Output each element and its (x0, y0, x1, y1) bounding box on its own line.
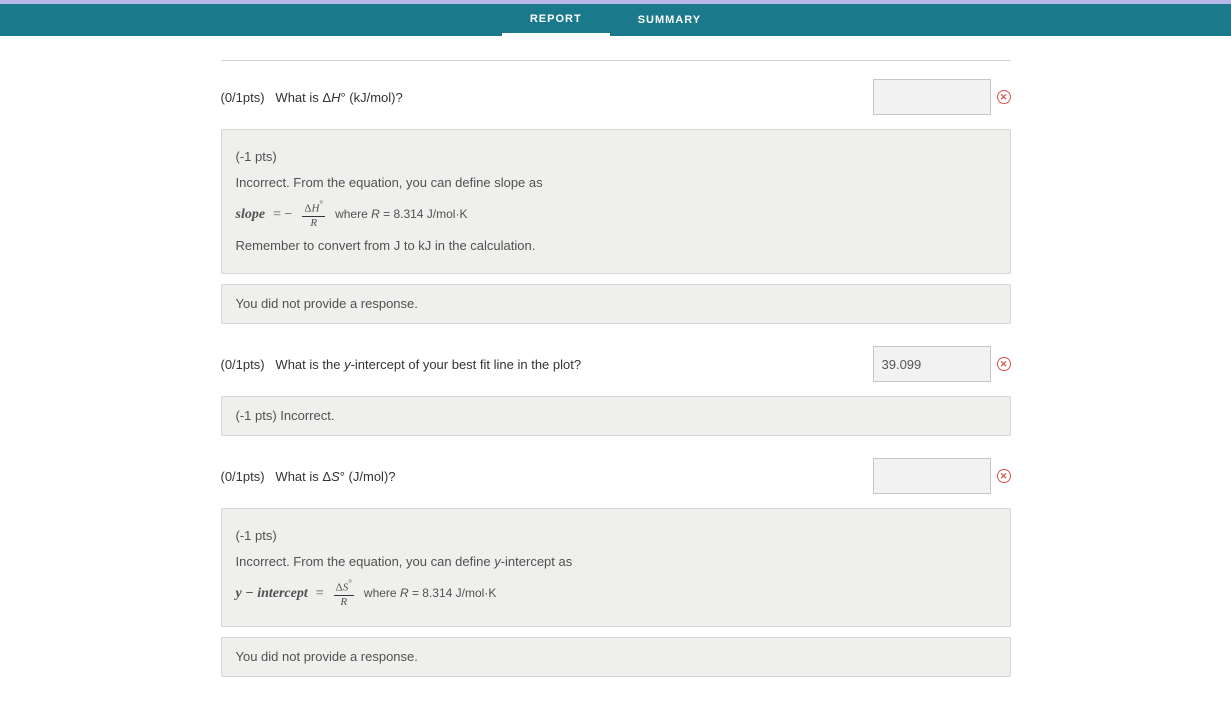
eq-lhs: slope (236, 203, 266, 227)
q-text-post: (J/mol)? (345, 469, 396, 484)
fraction: ΔH° R (302, 200, 325, 229)
answer-input[interactable] (873, 346, 991, 382)
tab-summary[interactable]: SUMMARY (610, 4, 729, 36)
frac-den: R (310, 217, 317, 229)
where-var: R (400, 586, 409, 600)
points: (0/1pts) (221, 90, 265, 105)
answer-area: ✕ (873, 346, 1011, 382)
divider (221, 60, 1011, 61)
no-response-text: You did not provide a response. (236, 649, 418, 664)
feedback-equation: slope = − ΔH° R where R = 8.314 J/mol·K (236, 200, 996, 229)
intro-pre: Incorrect. From the equation, you can de… (236, 554, 495, 569)
feedback-short-text: (-1 pts) Incorrect. (236, 408, 335, 423)
question-text: (0/1pts) What is the y-intercept of your… (221, 357, 582, 372)
where-post: = 8.314 J/mol·K (409, 586, 497, 600)
feedback-outro: Remember to convert from J to kJ in the … (236, 235, 996, 257)
incorrect-icon: ✕ (997, 357, 1011, 371)
frac-num-sup: ° (319, 199, 323, 209)
no-response-box: You did not provide a response. (221, 284, 1011, 324)
where-post: = 8.314 J/mol·K (380, 207, 468, 221)
where-pre: where (364, 586, 400, 600)
feedback-box: (-1 pts) Incorrect. From the equation, y… (221, 508, 1011, 627)
tab-report[interactable]: REPORT (502, 4, 610, 36)
question-row: (0/1pts) What is the y-intercept of your… (221, 346, 1011, 382)
where-var: R (371, 207, 380, 221)
no-response-text: You did not provide a response. (236, 296, 418, 311)
feedback-intro: Incorrect. From the equation, you can de… (236, 551, 996, 573)
q-text-pre: What is the (275, 357, 344, 372)
q-text-post: -intercept of your best fit line in the … (351, 357, 582, 372)
intro-post: -intercept as (501, 554, 573, 569)
fraction: ΔS° R (334, 579, 354, 608)
top-nav: REPORT SUMMARY (0, 4, 1231, 36)
feedback-equation: y − intercept = ΔS° R where R = 8.314 J/… (236, 579, 996, 608)
answer-area: ✕ (873, 79, 1011, 115)
where-text: where R = 8.314 J/mol·K (335, 204, 467, 224)
answer-input[interactable] (873, 79, 991, 115)
feedback-pts: (-1 pts) (236, 525, 996, 547)
feedback-box-short: (-1 pts) Incorrect. (221, 396, 1011, 436)
q-text-pre: What is Δ (275, 469, 331, 484)
frac-num-sup: ° (348, 578, 352, 588)
q-text-post: (kJ/mol)? (346, 90, 403, 105)
frac-den: R (340, 596, 347, 608)
question-row: (0/1pts) What is ΔS° (J/mol)? ✕ (221, 458, 1011, 494)
no-response-box: You did not provide a response. (221, 637, 1011, 677)
where-pre: where (335, 207, 371, 221)
where-text: where R = 8.314 J/mol·K (364, 583, 496, 603)
incorrect-icon: ✕ (997, 469, 1011, 483)
feedback-intro: Incorrect. From the equation, you can de… (236, 172, 996, 194)
answer-input[interactable] (873, 458, 991, 494)
points: (0/1pts) (221, 357, 265, 372)
feedback-pts: (-1 pts) (236, 146, 996, 168)
points: (0/1pts) (221, 469, 265, 484)
eq-lhs: y − intercept (236, 582, 308, 606)
answer-area: ✕ (873, 458, 1011, 494)
question-text: (0/1pts) What is ΔH° (kJ/mol)? (221, 90, 403, 105)
eq-sign: = (316, 582, 324, 606)
eq-sign: = − (273, 203, 292, 227)
main-container: (0/1pts) What is ΔH° (kJ/mol)? ✕ (-1 pts… (221, 36, 1011, 717)
feedback-box: (-1 pts) Incorrect. From the equation, y… (221, 129, 1011, 274)
incorrect-icon: ✕ (997, 90, 1011, 104)
frac-num-pre: Δ (336, 582, 343, 594)
q-text-var: S (331, 469, 340, 484)
question-row: (0/1pts) What is ΔH° (kJ/mol)? ✕ (221, 79, 1011, 115)
q-text-pre: What is Δ (275, 90, 331, 105)
question-text: (0/1pts) What is ΔS° (J/mol)? (221, 469, 396, 484)
